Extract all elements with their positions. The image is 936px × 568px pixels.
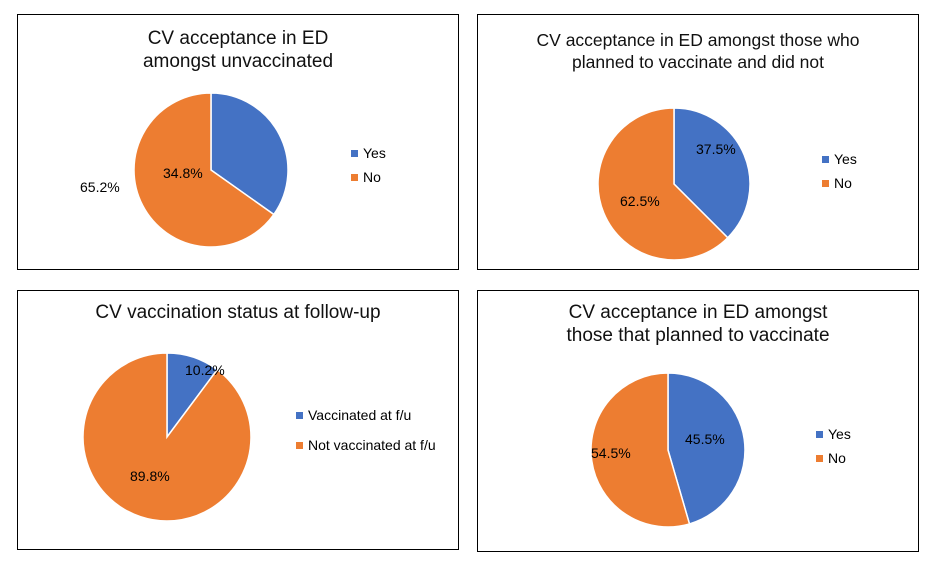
data-label: 65.2% [80,179,120,195]
legend-label: Yes [828,426,851,442]
legend-item-yes: Yes [351,145,386,161]
legend-label: No [834,175,852,191]
legend-swatch-not-vaccinated [296,441,303,449]
pie-slice-no [597,107,729,261]
chart-title: CV acceptance in ED amongst those that p… [566,302,830,346]
pie-chart: 45.5% 54.5% [590,372,746,528]
legend-swatch-yes [351,149,358,157]
pie-slice-yes [667,372,746,525]
pie-slice-not-vaccinated-at-f-u [82,352,252,522]
chart-legend: Yes No [822,151,857,199]
data-label: 45.5% [685,431,725,447]
chart-legend: Vaccinated at f/u Not vaccinated at f/u [296,407,436,461]
data-label: 62.5% [620,193,660,209]
legend-item-no: No [822,175,857,191]
chart-title: CV acceptance in ED amongst those who pl… [536,30,860,72]
legend-swatch-no [822,179,829,187]
data-label: 37.5% [696,141,736,157]
legend-item-no: No [351,169,386,185]
legend-item-vaccinated: Vaccinated at f/u [296,407,436,423]
chart-panel-unvaccinated: CV acceptance in ED amongst unvaccinated… [17,14,459,270]
legend-label: No [828,450,846,466]
pie-slice-no [590,372,691,528]
legend-item-not-vaccinated: Not vaccinated at f/u [296,437,436,453]
pie-chart: 10.2% 89.8% [82,352,252,522]
legend-label: Vaccinated at f/u [308,407,412,423]
chart-legend: Yes No [351,145,386,193]
legend-item-no: No [816,450,851,466]
pie-slice-yes [673,107,751,239]
chart-panel-planned-did-not: CV acceptance in ED amongst those who pl… [477,14,919,270]
data-label: 34.8% [163,165,203,181]
legend-swatch-no [351,173,358,181]
chart-legend: Yes No [816,426,851,474]
legend-item-yes: Yes [816,426,851,442]
pie-chart: 37.5% 62.5% [597,107,751,261]
legend-item-yes: Yes [822,151,857,167]
data-label: 89.8% [130,468,170,484]
data-label: 54.5% [591,445,631,461]
data-label: 10.2% [185,362,225,378]
pie-slice-no [133,92,275,248]
chart-title: CV vaccination status at follow-up [95,302,381,323]
legend-label: No [363,169,381,185]
legend-swatch-yes [822,155,829,163]
chart-panel-planned: CV acceptance in ED amongst those that p… [477,290,919,552]
legend-swatch-yes [816,430,823,438]
pie-slice-yes [210,92,289,216]
legend-swatch-no [816,454,823,462]
chart-panel-follow-up: CV vaccination status at follow-up 10.2%… [17,290,459,550]
legend-label: Yes [363,145,386,161]
pie-chart: 34.8% 65.2% [80,92,289,248]
chart-title: CV acceptance in ED amongst unvaccinated [142,28,334,72]
legend-label: Yes [834,151,857,167]
legend-swatch-vaccinated [296,411,303,419]
legend-label: Not vaccinated at f/u [308,437,436,453]
